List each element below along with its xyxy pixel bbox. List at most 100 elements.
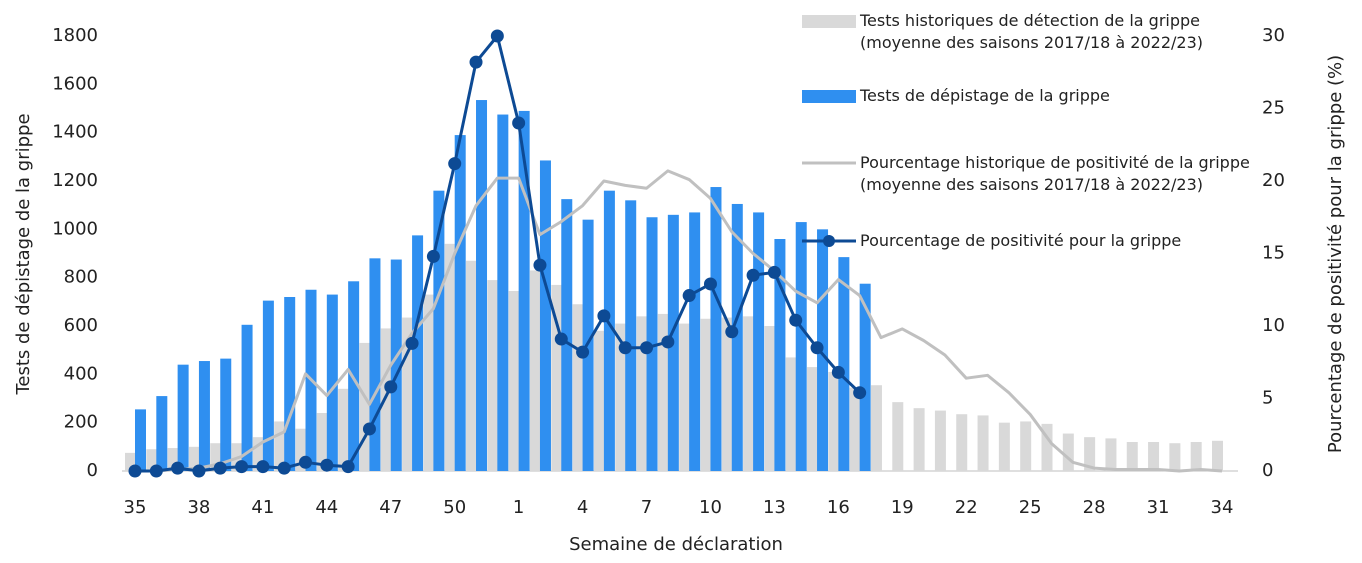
- marker: [341, 460, 355, 474]
- marker: [810, 341, 824, 355]
- x-tick-label: 16: [827, 497, 850, 518]
- bar: [1062, 433, 1074, 471]
- bar: [603, 190, 615, 471]
- bar: [710, 187, 722, 471]
- marker: [277, 461, 291, 475]
- marker: [299, 455, 313, 469]
- marker: [171, 461, 185, 475]
- marker: [448, 157, 462, 171]
- x-tick-label: 10: [699, 497, 722, 518]
- marker: [746, 268, 760, 282]
- y2-tick-label: 10: [1262, 315, 1285, 336]
- y2-tick-label: 5: [1262, 388, 1273, 409]
- marker: [490, 29, 504, 43]
- x-tick-label: 31: [1147, 497, 1170, 518]
- legend-item: Pourcentage historique de positivité de …: [802, 152, 1252, 196]
- legend-swatch: [802, 10, 856, 32]
- marker: [235, 460, 249, 474]
- marker: [640, 341, 654, 355]
- bar: [146, 449, 158, 471]
- marker: [682, 289, 696, 303]
- legend-item: Tests historiques de détection de la gri…: [802, 10, 1252, 54]
- bar: [487, 280, 499, 471]
- y-tick-label: 1200: [52, 170, 98, 191]
- bar: [913, 408, 925, 471]
- legend-swatch: [802, 152, 856, 174]
- x-tick-label: 25: [1019, 497, 1042, 518]
- legend-item: Pourcentage de positivité pour la grippe: [802, 230, 1252, 252]
- y-axis-label: Tests de dépistage de la grippe: [13, 113, 34, 395]
- x-tick-label: 35: [124, 497, 147, 518]
- bar: [1020, 421, 1032, 471]
- marker: [554, 332, 568, 346]
- legend-label: Pourcentage historique de positivité de …: [860, 153, 1250, 194]
- y-tick-label: 400: [64, 363, 98, 384]
- marker: [661, 335, 675, 349]
- bar: [241, 324, 253, 471]
- y-tick-label: 1400: [52, 122, 98, 143]
- y2-tick-label: 30: [1262, 25, 1285, 46]
- marker: [767, 265, 781, 279]
- x-tick-label: 47: [379, 497, 402, 518]
- bar: [849, 387, 861, 471]
- bar: [476, 100, 488, 472]
- bar: [700, 318, 712, 471]
- bar: [177, 364, 189, 471]
- marker: [128, 464, 142, 478]
- bar: [892, 402, 904, 471]
- bar: [807, 367, 819, 471]
- bar: [518, 110, 530, 472]
- bar: [679, 323, 691, 471]
- bar: [1041, 423, 1053, 471]
- bar: [551, 284, 563, 471]
- marker: [597, 309, 611, 323]
- bar: [743, 316, 755, 471]
- bar: [625, 200, 637, 472]
- bar: [369, 258, 381, 471]
- y2-axis-label: Pourcentage de positivité pour la grippe…: [1325, 55, 1346, 453]
- bar: [572, 304, 584, 471]
- x-tick-label: 22: [955, 497, 978, 518]
- bar: [956, 414, 968, 471]
- marker: [789, 313, 803, 327]
- marker: [405, 336, 419, 350]
- marker: [469, 55, 483, 69]
- bar: [262, 300, 274, 471]
- bar: [412, 235, 424, 471]
- bar: [977, 415, 989, 471]
- bar: [326, 294, 338, 471]
- x-tick-label: 34: [1211, 497, 1234, 518]
- y2-tick-label: 20: [1262, 170, 1285, 191]
- bar: [731, 203, 743, 472]
- bar: [188, 446, 200, 471]
- bar: [338, 388, 350, 471]
- bar: [539, 160, 551, 472]
- bar: [529, 270, 541, 471]
- bar: [774, 239, 786, 471]
- bar: [508, 290, 520, 471]
- legend-label: Tests historiques de détection de la gri…: [860, 11, 1203, 52]
- bar: [167, 448, 179, 471]
- bar: [721, 317, 733, 471]
- marker: [853, 386, 867, 400]
- bar: [359, 342, 371, 471]
- marker: [831, 365, 845, 379]
- marker: [512, 116, 526, 130]
- bar: [316, 413, 328, 471]
- bar: [561, 199, 573, 471]
- y2-tick-label: 15: [1262, 243, 1285, 264]
- bar: [125, 452, 136, 471]
- x-tick-label: 13: [763, 497, 786, 518]
- bar: [636, 316, 648, 471]
- x-tick-label: 1: [513, 497, 524, 518]
- line: [135, 169, 1223, 473]
- bar: [998, 422, 1010, 471]
- bar: [252, 437, 264, 471]
- bar: [466, 260, 478, 471]
- bar: [689, 212, 701, 471]
- legend-swatch: [802, 85, 856, 107]
- bar: [764, 326, 776, 471]
- legend-label: Pourcentage de positivité pour la grippe: [860, 231, 1182, 250]
